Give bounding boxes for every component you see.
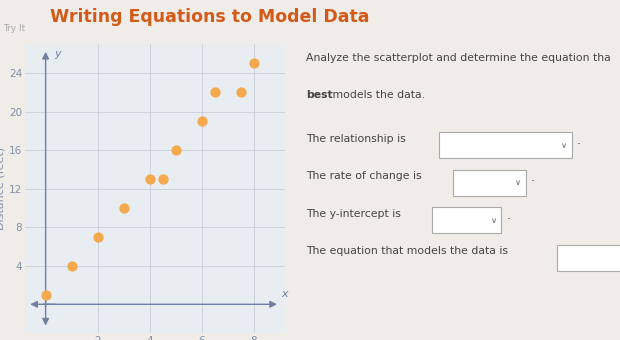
Point — [170, 148, 180, 153]
Bar — [432, 207, 502, 234]
Point — [197, 119, 206, 124]
Text: The equation that models the data is: The equation that models the data is — [306, 246, 508, 256]
Bar — [453, 170, 526, 196]
Text: Try It: Try It — [3, 24, 25, 33]
Point — [249, 61, 259, 66]
Point — [41, 292, 51, 298]
Text: .: . — [577, 134, 581, 147]
Text: .: . — [507, 209, 510, 222]
Text: Writing Equations to Model Data: Writing Equations to Model Data — [50, 8, 369, 27]
Point — [67, 263, 77, 269]
Text: The relationship is: The relationship is — [306, 134, 405, 144]
Text: best: best — [306, 90, 333, 100]
Text: The rate of change is: The rate of change is — [306, 171, 422, 181]
Point — [92, 234, 102, 240]
Text: ∨: ∨ — [515, 178, 521, 187]
Point — [236, 90, 246, 95]
Text: models the data.: models the data. — [329, 90, 425, 100]
Point — [118, 205, 128, 211]
Text: x: x — [281, 289, 288, 300]
Text: y: y — [55, 49, 61, 59]
Point — [210, 90, 219, 95]
Bar — [557, 245, 620, 271]
Text: ∨: ∨ — [561, 141, 567, 150]
Text: .: . — [530, 171, 534, 184]
Bar — [439, 132, 572, 158]
Text: ∨: ∨ — [490, 216, 497, 225]
Text: The y-intercept is: The y-intercept is — [306, 209, 401, 219]
Point — [144, 176, 154, 182]
Y-axis label: Distance (feet): Distance (feet) — [0, 147, 6, 230]
Text: Analyze the scatterplot and determine the equation tha: Analyze the scatterplot and determine th… — [306, 53, 611, 63]
Point — [157, 176, 167, 182]
